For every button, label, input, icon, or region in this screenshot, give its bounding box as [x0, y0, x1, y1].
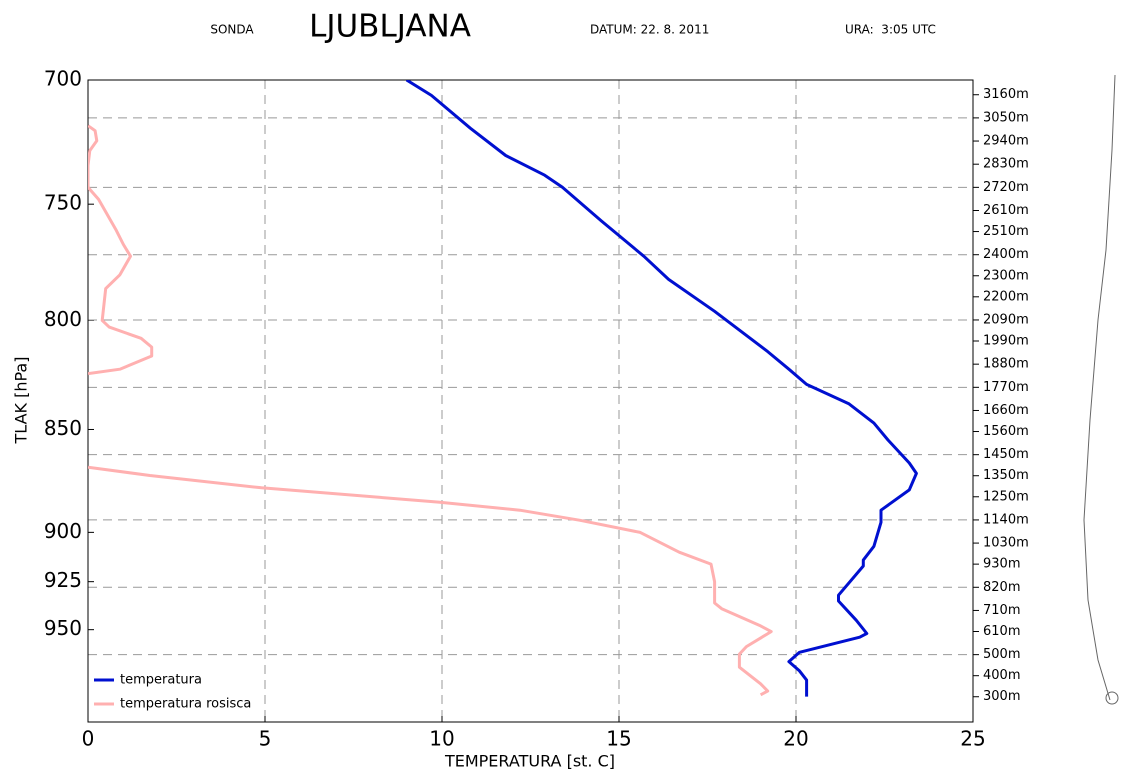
y2-tick-label: 1660m — [983, 403, 1029, 418]
y2-tick-label: 2510m — [983, 224, 1029, 239]
y2-tick-label: 3050m — [983, 110, 1029, 125]
y2-tick-label: 1450m — [983, 447, 1029, 462]
y2-tick-label: 1350m — [983, 468, 1029, 483]
header-label: SONDA — [210, 23, 254, 37]
y2-tick-label: 1250m — [983, 489, 1029, 504]
series-line — [405, 80, 918, 697]
x-tick-label: 5 — [259, 727, 272, 751]
plot-frame — [87, 79, 974, 723]
x-tick-label: 20 — [783, 727, 808, 751]
y2-tick-label: 2610m — [983, 203, 1029, 218]
x-axis-label: TEMPERATURA [st. C] — [444, 752, 615, 771]
y2-tick-label: 1880m — [983, 357, 1029, 372]
y-tick-label: 800 — [44, 307, 82, 331]
x-tick-label: 0 — [82, 727, 95, 751]
y-tick-label: 950 — [44, 616, 82, 640]
y2-tick-label: 1990m — [983, 334, 1029, 349]
y2-tick-label: 2200m — [983, 289, 1029, 304]
y-tick-label: 750 — [44, 191, 82, 215]
legend-label: temperatura — [120, 673, 202, 688]
y2-tick-label: 2090m — [983, 312, 1029, 327]
wind-calm — [1105, 691, 1119, 705]
y2-tick-label: 2720m — [983, 180, 1029, 195]
y2-tick-label: 1770m — [983, 380, 1029, 395]
y2-tick-label: 820m — [983, 580, 1020, 595]
y-tick-label: 850 — [44, 416, 82, 440]
header-time: URA: 3:05 UTC — [845, 23, 936, 37]
wind-staff — [1083, 74, 1116, 701]
y2-tick-label: 2830m — [983, 157, 1029, 172]
header-station: LJUBLJANA — [309, 9, 471, 45]
y-tick-label: 700 — [44, 67, 82, 91]
y2-tick-label: 2300m — [983, 268, 1029, 283]
y2-tick-label: 1140m — [983, 512, 1029, 527]
y2-tick-label: 710m — [983, 603, 1020, 618]
y2-tick-label: 2400m — [983, 247, 1029, 262]
y2-tick-label: 3160m — [983, 87, 1029, 102]
legend-label: temperatura rosisca — [120, 697, 251, 712]
x-tick-label: 10 — [429, 727, 454, 751]
y-tick-label: 925 — [44, 568, 82, 592]
y2-tick-label: 1030m — [983, 536, 1029, 551]
y2-tick-label: 500m — [983, 647, 1020, 662]
y2-tick-label: 300m — [983, 689, 1020, 704]
y2-tick-label: 930m — [983, 557, 1020, 572]
y2-tick-label: 1560m — [983, 424, 1029, 439]
y-axis-label: TLAK [hPa] — [12, 357, 31, 445]
y2-tick-label: 400m — [983, 668, 1020, 683]
x-tick-label: 15 — [606, 727, 631, 751]
y-tick-label: 900 — [44, 519, 82, 543]
series-line — [88, 124, 773, 697]
y2-tick-label: 2940m — [983, 134, 1029, 149]
y2-tick-label: 610m — [983, 624, 1020, 639]
header-date: DATUM: 22. 8. 2011 — [590, 23, 709, 37]
x-tick-label: 25 — [960, 727, 985, 751]
